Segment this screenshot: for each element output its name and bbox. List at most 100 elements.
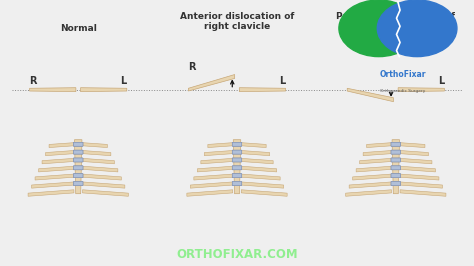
Polygon shape <box>400 151 428 156</box>
Polygon shape <box>241 190 287 196</box>
Polygon shape <box>35 174 74 180</box>
Text: Orthopaedic Surgery: Orthopaedic Surgery <box>380 89 426 93</box>
FancyBboxPatch shape <box>232 182 242 185</box>
Polygon shape <box>189 74 235 91</box>
FancyBboxPatch shape <box>73 150 83 154</box>
Polygon shape <box>46 151 74 156</box>
FancyBboxPatch shape <box>73 158 83 162</box>
FancyBboxPatch shape <box>391 150 401 154</box>
Polygon shape <box>367 143 392 148</box>
Polygon shape <box>191 182 233 188</box>
Text: L: L <box>438 76 444 86</box>
Text: L: L <box>120 76 127 86</box>
Polygon shape <box>208 143 233 148</box>
FancyBboxPatch shape <box>391 142 401 146</box>
FancyBboxPatch shape <box>232 142 242 146</box>
Polygon shape <box>204 151 233 156</box>
FancyBboxPatch shape <box>232 166 242 170</box>
FancyBboxPatch shape <box>232 182 242 185</box>
FancyBboxPatch shape <box>73 142 83 146</box>
Polygon shape <box>400 143 425 148</box>
Polygon shape <box>353 174 392 180</box>
Polygon shape <box>347 88 393 102</box>
Polygon shape <box>400 182 442 188</box>
Polygon shape <box>82 143 107 148</box>
Circle shape <box>339 0 419 57</box>
FancyBboxPatch shape <box>391 182 401 185</box>
Polygon shape <box>241 174 280 180</box>
Polygon shape <box>81 88 127 92</box>
FancyBboxPatch shape <box>73 182 83 185</box>
Polygon shape <box>363 151 392 156</box>
Polygon shape <box>400 190 446 196</box>
Polygon shape <box>197 166 233 172</box>
FancyBboxPatch shape <box>232 150 242 154</box>
Polygon shape <box>74 140 82 194</box>
FancyBboxPatch shape <box>232 166 242 170</box>
Polygon shape <box>400 174 439 180</box>
FancyBboxPatch shape <box>73 182 83 185</box>
Text: Posterior dislocation of
right clavicle: Posterior dislocation of right clavicle <box>336 12 456 31</box>
FancyBboxPatch shape <box>73 174 83 178</box>
FancyBboxPatch shape <box>73 166 83 170</box>
FancyBboxPatch shape <box>391 142 401 146</box>
Polygon shape <box>28 190 74 196</box>
Polygon shape <box>187 190 233 196</box>
Polygon shape <box>241 166 277 172</box>
Polygon shape <box>239 88 285 92</box>
FancyBboxPatch shape <box>391 150 401 154</box>
Text: R: R <box>188 63 195 72</box>
FancyBboxPatch shape <box>232 158 242 162</box>
Polygon shape <box>201 158 233 164</box>
Polygon shape <box>82 174 121 180</box>
FancyBboxPatch shape <box>73 158 83 162</box>
Polygon shape <box>241 151 270 156</box>
Polygon shape <box>82 158 114 164</box>
Polygon shape <box>400 166 436 172</box>
Polygon shape <box>349 182 392 188</box>
Polygon shape <box>82 151 111 156</box>
Polygon shape <box>82 166 118 172</box>
FancyBboxPatch shape <box>391 182 401 185</box>
Text: R: R <box>29 76 36 86</box>
Polygon shape <box>30 88 76 92</box>
Polygon shape <box>38 166 74 172</box>
FancyBboxPatch shape <box>232 158 242 162</box>
FancyBboxPatch shape <box>391 174 401 178</box>
Polygon shape <box>49 143 74 148</box>
FancyBboxPatch shape <box>391 158 401 162</box>
Polygon shape <box>82 190 128 196</box>
Polygon shape <box>241 143 266 148</box>
Polygon shape <box>233 140 241 194</box>
FancyBboxPatch shape <box>73 142 83 146</box>
FancyBboxPatch shape <box>232 142 242 146</box>
Polygon shape <box>241 158 273 164</box>
FancyBboxPatch shape <box>232 174 242 178</box>
Polygon shape <box>360 158 392 164</box>
Circle shape <box>377 0 457 57</box>
FancyBboxPatch shape <box>232 174 242 178</box>
Polygon shape <box>32 182 74 188</box>
Polygon shape <box>346 190 392 196</box>
FancyBboxPatch shape <box>391 166 401 170</box>
Polygon shape <box>356 166 392 172</box>
FancyBboxPatch shape <box>391 158 401 162</box>
FancyBboxPatch shape <box>73 166 83 170</box>
FancyBboxPatch shape <box>73 150 83 154</box>
Polygon shape <box>392 140 400 194</box>
Polygon shape <box>194 174 233 180</box>
Text: L: L <box>279 76 285 86</box>
Polygon shape <box>82 182 125 188</box>
Text: OrthoFixar: OrthoFixar <box>380 70 426 79</box>
FancyBboxPatch shape <box>73 174 83 178</box>
Text: ORTHOFIXAR.COM: ORTHOFIXAR.COM <box>176 248 298 260</box>
Polygon shape <box>398 88 444 92</box>
Text: Anterior dislocation of
right clavicle: Anterior dislocation of right clavicle <box>180 12 294 31</box>
Polygon shape <box>241 182 283 188</box>
FancyBboxPatch shape <box>391 174 401 178</box>
Polygon shape <box>42 158 74 164</box>
Polygon shape <box>400 158 432 164</box>
Text: Normal: Normal <box>60 24 97 33</box>
FancyBboxPatch shape <box>391 166 401 170</box>
FancyBboxPatch shape <box>232 150 242 154</box>
